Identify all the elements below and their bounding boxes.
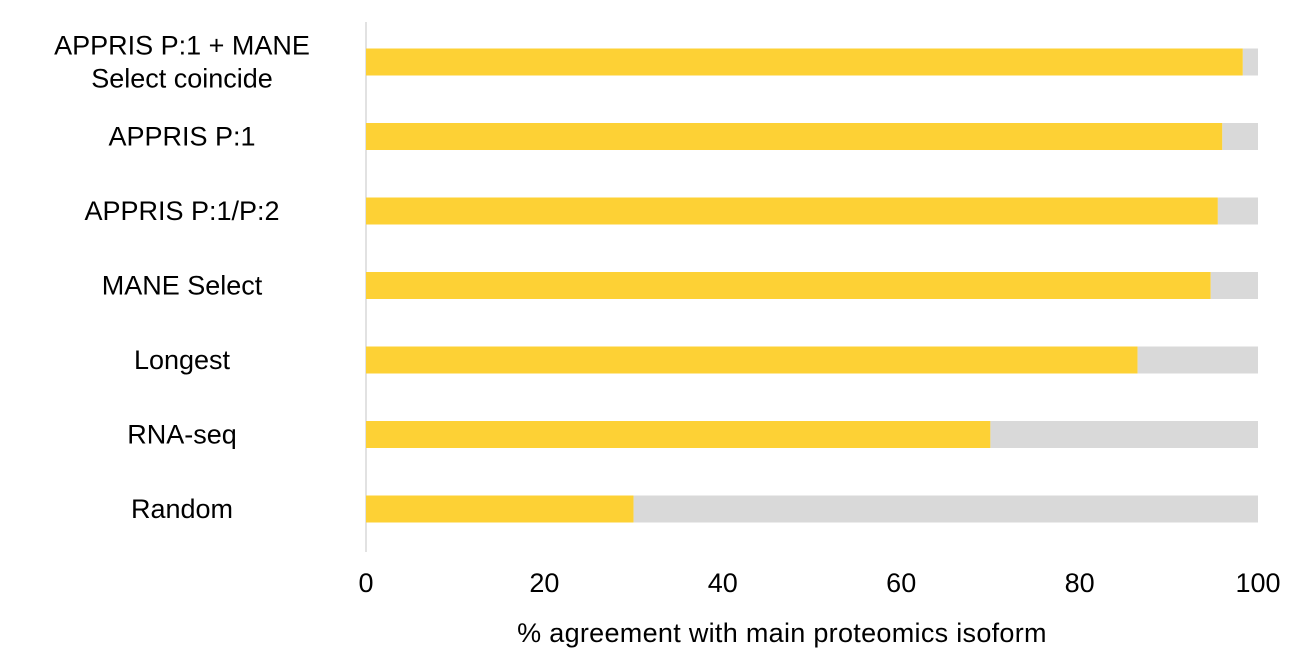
bar-segment-remainder-6 (633, 495, 1258, 523)
category-label-3: MANE Select (102, 271, 263, 301)
x-tick-label-0: 0 (358, 568, 373, 598)
bar-segment-agreement-5 (366, 421, 991, 448)
bar-segment-agreement-3 (366, 272, 1211, 299)
bar-segment-remainder-3 (1210, 272, 1258, 299)
bar-segment-agreement-4 (366, 346, 1138, 374)
category-label-1: APPRIS P:1 (108, 122, 255, 152)
bars-group (366, 48, 1258, 523)
x-axis-title: % agreement with main proteomics isoform (517, 618, 1047, 648)
category-label-0: APPRIS P:1 + MANE Select coincide (54, 31, 310, 94)
x-tick-labels: 0 20 40 60 80 100 (358, 568, 1280, 598)
x-tick-label-1: 20 (529, 568, 559, 598)
bar-segment-remainder-2 (1217, 197, 1258, 225)
category-label-5: RNA-seq (127, 420, 237, 450)
category-label-4: Longest (134, 345, 231, 375)
bar-segment-agreement-0 (366, 48, 1243, 76)
bar-segment-remainder-1 (1222, 123, 1258, 150)
category-labels: APPRIS P:1 + MANE Select coincide APPRIS P… (54, 31, 310, 525)
category-label-6: Random (131, 494, 233, 524)
category-label-2: APPRIS P:1/P:2 (84, 196, 279, 226)
bar-segment-remainder-0 (1242, 48, 1258, 76)
x-tick-label-2: 40 (708, 568, 738, 598)
bar-segment-agreement-1 (366, 123, 1223, 150)
x-tick-label-3: 60 (886, 568, 916, 598)
bar-segment-remainder-5 (990, 421, 1258, 448)
bar-segment-agreement-2 (366, 197, 1218, 225)
x-tick-label-5: 100 (1235, 568, 1280, 598)
x-tick-label-4: 80 (1065, 568, 1095, 598)
bar-segment-agreement-6 (366, 495, 634, 523)
bar-segment-remainder-4 (1137, 346, 1258, 374)
